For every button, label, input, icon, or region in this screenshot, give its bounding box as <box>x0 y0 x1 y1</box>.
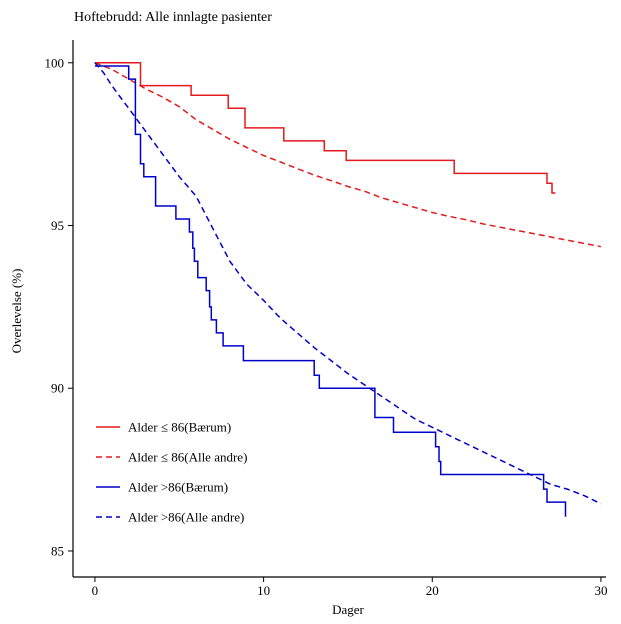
y-axis-label: Overlevelse (%) <box>9 269 24 354</box>
legend-label: Alder ≤ 86(Bærum) <box>128 420 231 435</box>
y-tick-label: 100 <box>45 55 65 70</box>
x-tick-label: 20 <box>426 583 439 598</box>
series-line-1 <box>94 62 556 194</box>
y-tick-label: 85 <box>51 543 64 558</box>
axes: 0 10 20 30 85 90 95 100 <box>45 40 607 598</box>
legend-label: Alder >86(Bærum) <box>128 480 228 495</box>
legend-label: Alder ≤ 86(Alle andre) <box>128 450 247 465</box>
series-line-3 <box>94 65 567 517</box>
x-tick-label: 0 <box>92 583 99 598</box>
x-axis-label: Dager <box>332 602 364 617</box>
legend: Alder ≤ 86(Bærum) Alder ≤ 86(Alle andre) A… <box>96 420 247 525</box>
y-tick-label: 95 <box>51 218 64 233</box>
y-tick-label: 90 <box>51 381 64 396</box>
chart-title: Hoftebrudd: Alle innlagte pasienter <box>74 10 272 25</box>
x-tick-label: 10 <box>257 583 270 598</box>
series-lines <box>94 62 602 517</box>
legend-label: Alder >86(Alle andre) <box>128 510 244 525</box>
x-tick-label: 30 <box>594 583 607 598</box>
series-line-4 <box>94 62 602 505</box>
series-line-2 <box>94 62 602 248</box>
